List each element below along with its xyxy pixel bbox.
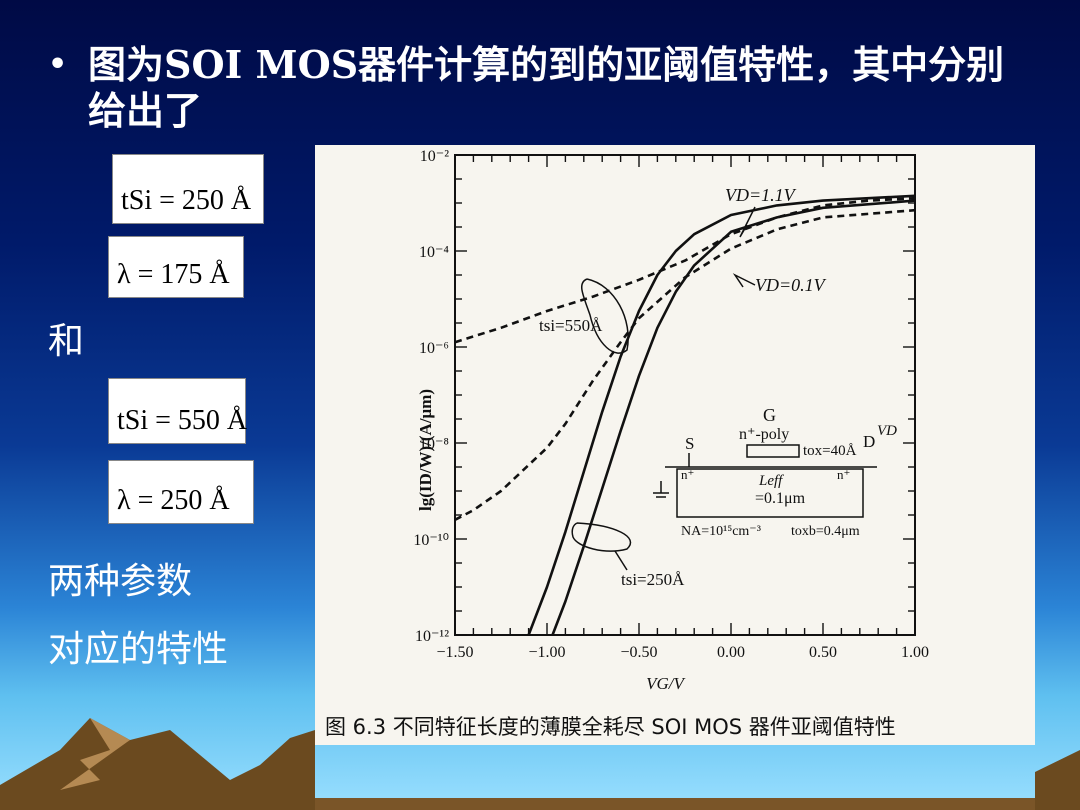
inset-n1-label: n⁺ <box>681 467 694 482</box>
bullet-text: 图为SOI MOS器件计算的到的亚阈值特性，其中分别给出了 <box>88 42 1005 133</box>
inset-gate-rect <box>746 444 800 458</box>
inset-n2-label: n⁺ <box>837 467 850 482</box>
y-tick-label: 10⁻² <box>420 148 449 165</box>
y-tick-label: 10⁻⁶ <box>419 340 449 357</box>
two-params-label: 两种参数 <box>48 561 193 602</box>
annotation-vd-low: VD=0.1V <box>755 275 827 295</box>
series-line-2 <box>527 194 916 636</box>
figure-caption: 图 6.3 不同特征长度的薄膜全耗尽 SOI MOS 器件亚阈值特性 <box>325 715 896 739</box>
formula-tsi-250: tSi = 250 Å <box>112 154 264 224</box>
inset-leff-value: =0.1μm <box>755 490 806 507</box>
inset-tox-label: tox=40Å <box>803 443 857 459</box>
inset-na-label: NA=10¹⁵cm⁻³ <box>681 524 761 539</box>
bullet-paragraph: • 图为SOI MOS器件计算的到的亚阈值特性，其中分别给出了 <box>48 42 1008 134</box>
and-label: 和 <box>48 321 85 362</box>
inset-gate-label: G <box>763 405 776 425</box>
x-tick-label: 0.50 <box>809 644 837 661</box>
chart-annotations: VD=1.1V VD=0.1V tsi=550Å tsi=250Å <box>539 185 827 589</box>
inset-poly-label: n⁺-poly <box>739 426 789 443</box>
annotation-vd-high-arrow <box>739 206 756 238</box>
inset-leff-label: Leff <box>758 473 784 489</box>
device-inset: G n⁺-poly S D VD tox=40Å n⁺ n⁺ Leff =0.1… <box>653 405 897 539</box>
annotation-tsi-250-loop <box>571 522 632 552</box>
mountain-decoration <box>0 718 1080 810</box>
series-line-0 <box>454 196 916 344</box>
corresponding-label: 对应的特性 <box>48 629 229 670</box>
subthreshold-chart: −1.50 −1.00 −0.50 0.00 0.50 1.00 10⁻² 10⁻⁴ 10⁻⁶ 1… <box>413 148 929 693</box>
y-tick-label: 10⁻⁸ <box>419 436 449 453</box>
x-tick-label: −0.50 <box>620 644 657 661</box>
y-tick-label: 10⁻¹² <box>415 628 449 645</box>
formula-lambda-250: λ = 250 Å <box>108 460 254 524</box>
y-tick-label: 10⁻¹⁰ <box>413 532 449 549</box>
inset-drain-label: D <box>863 432 875 451</box>
inset-body-rect <box>676 468 864 518</box>
x-axis-label: VG/V <box>646 674 686 693</box>
annotation-tsi-250: tsi=250Å <box>621 570 685 589</box>
x-tick-label: −1.00 <box>528 644 565 661</box>
x-tick-label: −1.50 <box>436 644 473 661</box>
figure-panel: −1.50 −1.00 −0.50 0.00 0.50 1.00 10⁻² 10⁻⁴ 10⁻⁶ 1… <box>315 145 1035 745</box>
formula-tsi-550: tSi = 550 Å <box>108 378 247 444</box>
x-tick-label: 0.00 <box>717 644 745 661</box>
annotation-vd-low-arrow <box>732 273 756 288</box>
annotation-tsi-550: tsi=550Å <box>539 316 603 335</box>
chart-curves <box>454 194 916 636</box>
inset-source-label: S <box>685 434 694 453</box>
series-line-1 <box>454 208 916 521</box>
formula-lambda-175: λ = 175 Å <box>108 236 244 298</box>
plot-frame <box>454 154 916 636</box>
annotation-vd-high: VD=1.1V <box>725 185 797 205</box>
inset-tbox-label: toxb=0.4μm <box>791 524 860 539</box>
annotation-tsi-550-loop <box>580 278 629 354</box>
inset-vd-label: VD <box>877 423 897 439</box>
chart-axes <box>454 154 916 636</box>
y-axis-label: lg(ID/W)/(A/μm) <box>416 389 435 511</box>
bullet-dot: • <box>48 47 68 82</box>
series-line-3 <box>551 199 916 636</box>
y-tick-label: 10⁻⁴ <box>419 244 449 261</box>
x-tick-label: 1.00 <box>901 644 929 661</box>
chart-tick-labels: −1.50 −1.00 −0.50 0.00 0.50 1.00 10⁻² 10⁻⁴ 10⁻⁶ 1… <box>413 148 929 661</box>
